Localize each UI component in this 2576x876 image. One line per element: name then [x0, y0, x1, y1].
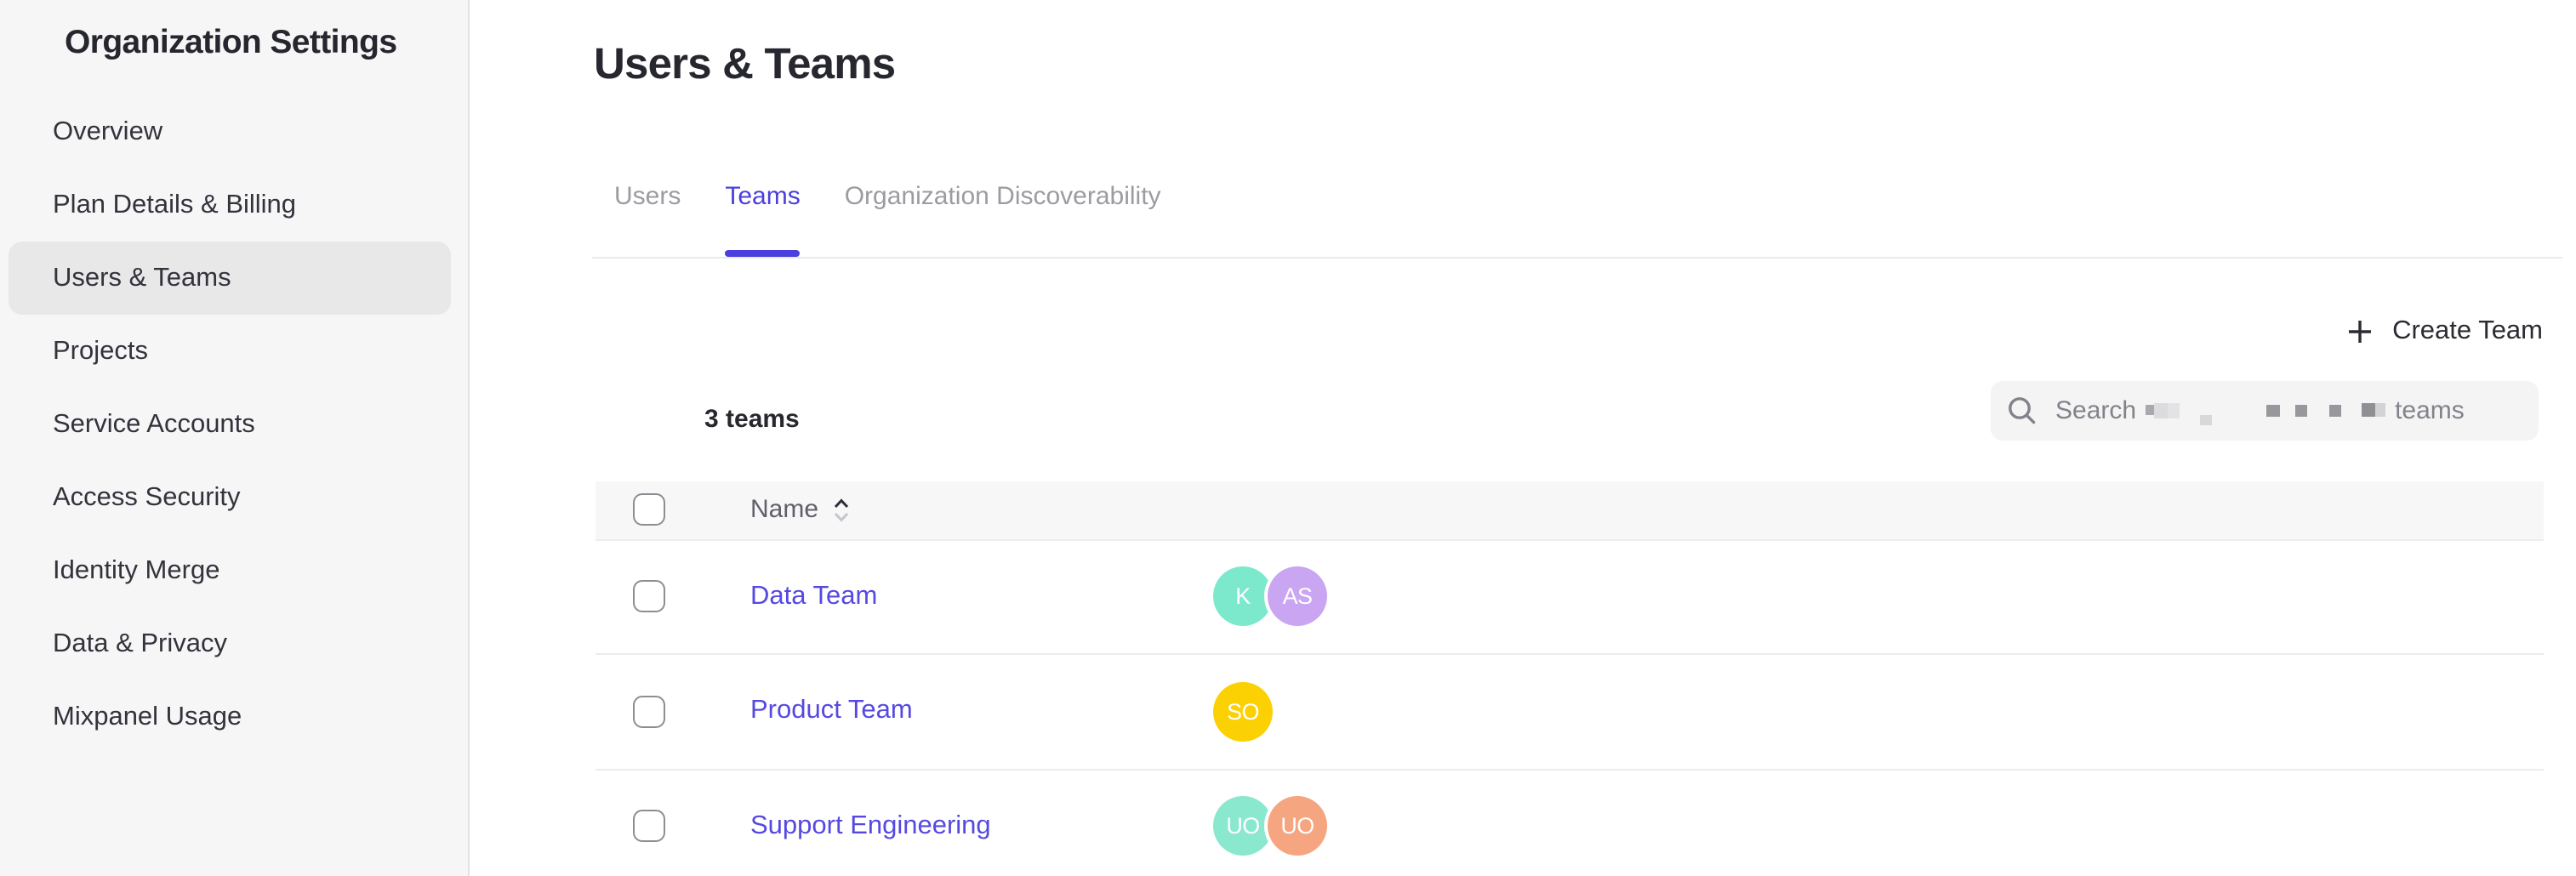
redacted-text-block — [2199, 415, 2212, 426]
sidebar-item-identity-merge[interactable]: Identity Merge — [53, 555, 220, 584]
avatar: SO — [1213, 681, 1273, 742]
sidebar-nav: Overview Plan Details & Billing Users & … — [0, 95, 470, 754]
redacted-text-block — [2153, 402, 2168, 418]
team-member-avatars: K AS — [1213, 566, 1327, 627]
redacted-text-block — [2145, 405, 2154, 416]
search-placeholder-suffix: teams — [2395, 395, 2465, 425]
select-all-checkbox[interactable] — [633, 493, 665, 526]
plus-icon — [2349, 321, 2372, 343]
sidebar-item-mixpanel-usage[interactable]: Mixpanel Usage — [53, 702, 242, 731]
avatar: UO — [1268, 796, 1327, 856]
active-tab-underline — [725, 249, 801, 257]
tab-teams[interactable]: Teams — [725, 180, 801, 257]
tab-users[interactable]: Users — [614, 182, 681, 211]
team-name-link[interactable]: Data Team — [750, 581, 878, 611]
teams-table: Name Data Team K AS — [596, 481, 2544, 876]
table-row: Support Engineering UO UO — [596, 770, 2544, 876]
name-column-header[interactable]: Name — [750, 496, 1213, 525]
sidebar-item-service-accounts[interactable]: Service Accounts — [53, 409, 255, 438]
search-icon — [2009, 396, 2036, 424]
avatar: AS — [1268, 566, 1327, 627]
redacted-text-block — [2361, 403, 2375, 418]
create-team-button[interactable]: Create Team — [2346, 316, 2543, 347]
tab-organization-discoverability[interactable]: Organization Discoverability — [844, 182, 1161, 211]
teams-count: 3 teams — [704, 405, 800, 434]
row-checkbox[interactable] — [633, 580, 665, 613]
search-placeholder-prefix: Search — [2055, 395, 2137, 425]
create-team-label: Create Team — [2392, 316, 2543, 345]
avatar: UO — [1213, 796, 1273, 856]
table-header-row: Name — [596, 481, 2544, 540]
sidebar-item-access-security[interactable]: Access Security — [53, 482, 241, 511]
tab-bar: Users Teams Organization Discoverability — [614, 180, 1161, 257]
redacted-text-block — [2328, 404, 2341, 417]
sort-chevron-up-down-icon — [834, 498, 849, 523]
page-title: Users & Teams — [594, 41, 896, 88]
redacted-text-block — [2265, 404, 2280, 417]
team-member-avatars: UO UO — [1213, 796, 1327, 856]
redacted-text-block — [2374, 403, 2385, 418]
table-row: Product Team SO — [596, 655, 2544, 770]
sidebar-title: Organization Settings — [65, 24, 397, 61]
sidebar-item-data-privacy[interactable]: Data & Privacy — [53, 629, 228, 657]
team-member-avatars: SO — [1213, 681, 1273, 742]
tabs-divider — [592, 257, 2562, 259]
team-name-link[interactable]: Support Engineering — [750, 811, 991, 840]
search-input[interactable]: Search teams — [1991, 381, 2539, 440]
sidebar-item-plan-details-billing[interactable]: Plan Details & Billing — [53, 190, 297, 219]
sidebar-item-overview[interactable]: Overview — [53, 117, 163, 145]
team-name-link[interactable]: Product Team — [750, 696, 913, 725]
redacted-text-block — [2167, 402, 2180, 418]
row-checkbox[interactable] — [633, 695, 665, 728]
sidebar-item-users-teams[interactable]: Users & Teams — [9, 242, 451, 315]
sidebar: Organization Settings Overview Plan Deta… — [0, 0, 470, 876]
table-row: Data Team K AS — [596, 540, 2544, 655]
avatar: K — [1213, 566, 1273, 627]
redacted-text-block — [2294, 404, 2307, 417]
row-checkbox[interactable] — [633, 810, 665, 843]
sidebar-item-projects[interactable]: Projects — [53, 336, 148, 365]
